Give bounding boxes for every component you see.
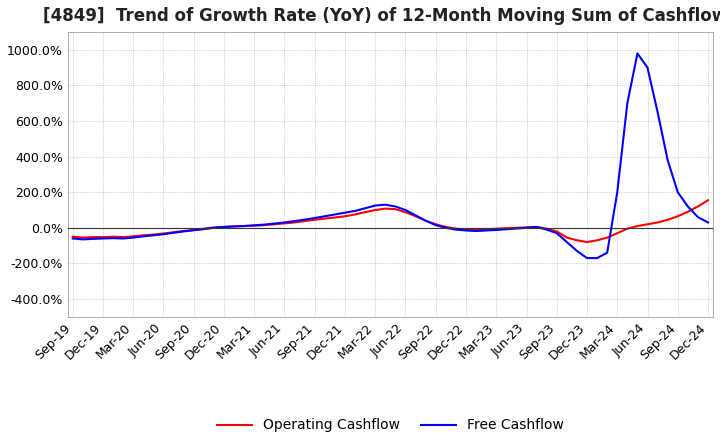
Operating Cashflow: [421, 218, 430, 224]
Free Cashflow: [472, 228, 480, 234]
Legend: Operating Cashflow, Free Cashflow: Operating Cashflow, Free Cashflow: [212, 413, 569, 438]
Operating Cashflow: [381, 206, 390, 211]
Operating Cashflow: [330, 215, 339, 220]
Line: Free Cashflow: Free Cashflow: [73, 53, 708, 258]
Free Cashflow: [381, 202, 390, 207]
Operating Cashflow: [68, 234, 77, 239]
Line: Operating Cashflow: Operating Cashflow: [73, 200, 708, 242]
Free Cashflow: [330, 212, 339, 217]
Free Cashflow: [703, 220, 712, 225]
Free Cashflow: [582, 256, 591, 261]
Free Cashflow: [149, 233, 158, 238]
Operating Cashflow: [582, 239, 591, 245]
Title: [4849]  Trend of Growth Rate (YoY) of 12-Month Moving Sum of Cashflows: [4849] Trend of Growth Rate (YoY) of 12-…: [43, 7, 720, 25]
Free Cashflow: [68, 236, 77, 241]
Operating Cashflow: [149, 232, 158, 237]
Free Cashflow: [421, 218, 430, 224]
Free Cashflow: [482, 228, 490, 233]
Operating Cashflow: [472, 227, 480, 232]
Free Cashflow: [633, 51, 642, 56]
Operating Cashflow: [482, 227, 490, 232]
Operating Cashflow: [703, 198, 712, 203]
